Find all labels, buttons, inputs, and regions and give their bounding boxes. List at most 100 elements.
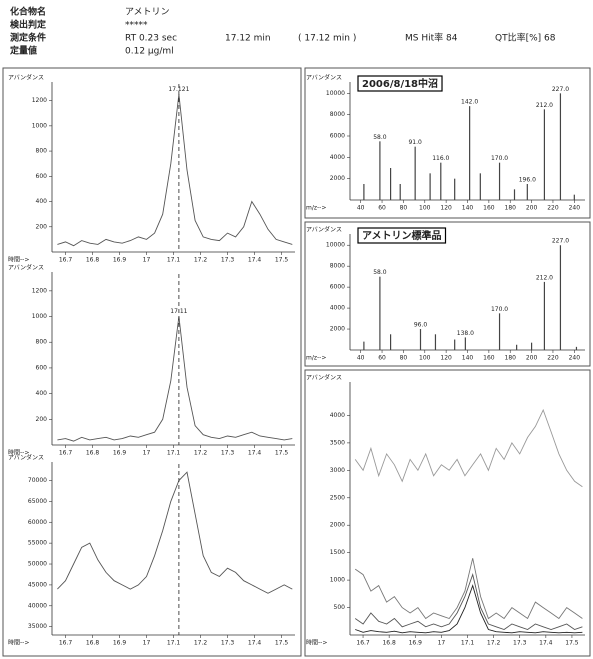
y-tick-label: 10000	[326, 242, 345, 249]
y-tick-label: 45000	[28, 581, 47, 588]
y-tick-label: 4000	[330, 305, 345, 312]
y-tick-label: 2000	[330, 175, 345, 182]
y-tick-label: 4000	[330, 412, 345, 419]
y-tick-label: 400	[36, 198, 48, 205]
x-tick-label: 17.3	[221, 257, 235, 264]
spectrum-panel	[304, 221, 591, 367]
x-tick-label: 17.2	[194, 640, 208, 647]
x-tick-label: 17.1	[461, 640, 475, 647]
y-tick-label: 40000	[28, 602, 47, 609]
peak-label: 58.0	[373, 269, 387, 276]
field-value: アメトリン	[125, 8, 170, 18]
y-tick-label: 2500	[330, 494, 345, 501]
x-tick-label: 80	[400, 205, 408, 212]
y-tick-label: 1500	[330, 549, 345, 556]
x-tick-label: 160	[483, 355, 495, 362]
x-tick-label: 17	[143, 257, 151, 264]
x-tick-label: 16.8	[86, 450, 100, 457]
y-axis-label: アバンダンス	[306, 374, 342, 382]
y-axis-label: アバンダンス	[8, 264, 44, 272]
x-tick-label: 60	[378, 355, 386, 362]
y-tick-label: 4000	[330, 154, 345, 161]
peak-label: 170.0	[491, 155, 508, 162]
chromatogram-line	[57, 471, 293, 594]
x-tick-label: 17.5	[275, 640, 289, 647]
x-axis-label: 時間-->	[306, 639, 327, 647]
spectrum-panel	[304, 67, 591, 219]
x-tick-label: 16.9	[113, 450, 127, 457]
y-tick-label: 6000	[330, 133, 345, 140]
peak-label: 212.0	[536, 102, 553, 109]
x-tick-label: 16.8	[382, 640, 396, 647]
x-tick-label: 17.1	[167, 257, 181, 264]
x-tick-label: 160	[483, 205, 495, 212]
y-tick-label: 200	[36, 416, 48, 423]
peak-label: 17.121	[168, 86, 189, 93]
x-tick-label: 80	[400, 355, 408, 362]
y-tick-label: 500	[334, 604, 346, 611]
x-tick-label: 17.2	[194, 257, 208, 264]
field-value: ( 17.12 min )	[298, 34, 356, 44]
x-tick-label: 17.2	[194, 450, 208, 457]
y-tick-label: 3500	[330, 439, 345, 446]
peak-label: 212.0	[536, 274, 553, 281]
peak-label: 142.0	[461, 99, 478, 106]
x-tick-label: 100	[419, 355, 431, 362]
y-tick-label: 70000	[28, 477, 47, 484]
x-tick-label: 200	[526, 205, 538, 212]
x-tick-label: 240	[569, 205, 581, 212]
x-tick-label: 240	[569, 355, 581, 362]
y-tick-label: 3000	[330, 467, 345, 474]
x-tick-label: 17	[143, 450, 151, 457]
x-tick-label: 16.7	[59, 257, 73, 264]
x-tick-label: 17	[143, 640, 151, 647]
chromatogram-line	[355, 584, 583, 634]
y-tick-label: 600	[36, 173, 48, 180]
x-axis-label: 時間-->	[8, 449, 29, 457]
x-tick-label: 17.4	[248, 450, 262, 457]
x-tick-label: 16.7	[59, 640, 73, 647]
x-tick-label: 17	[438, 640, 446, 647]
x-tick-label: 40	[357, 205, 365, 212]
y-axis-label: アバンダンス	[306, 74, 342, 82]
peak-label: 58.0	[373, 134, 387, 141]
x-tick-label: 120	[440, 205, 452, 212]
peak-label: 227.0	[552, 86, 569, 93]
x-axis-label: m/z-->	[306, 355, 326, 362]
x-tick-label: 140	[462, 205, 474, 212]
y-axis-label: アバンダンス	[8, 74, 44, 82]
x-tick-label: 16.9	[113, 640, 127, 647]
x-tick-label: 17.1	[167, 640, 181, 647]
peak-label: 91.0	[408, 139, 422, 146]
field-label: 検出判定	[10, 19, 47, 31]
y-tick-label: 8000	[330, 111, 345, 118]
y-tick-label: 800	[36, 339, 48, 346]
peak-label: 96.0	[414, 322, 428, 329]
field-value: MS Hit率 84	[405, 32, 458, 44]
y-tick-label: 1200	[32, 287, 47, 294]
chromatogram-line	[57, 94, 293, 247]
x-tick-label: 16.7	[356, 640, 370, 647]
x-tick-label: 120	[440, 355, 452, 362]
field-value: *****	[125, 21, 148, 31]
y-tick-label: 50000	[28, 561, 47, 568]
annotation: アメトリン標準品	[362, 229, 442, 242]
x-tick-label: 17.5	[275, 450, 289, 457]
x-tick-label: 220	[547, 205, 559, 212]
y-tick-label: 1000	[32, 122, 47, 129]
chromatogram-line	[354, 558, 583, 620]
left-panel	[2, 67, 302, 657]
field-value: 0.12 μg/ml	[125, 47, 174, 57]
x-axis-label: m/z-->	[306, 205, 326, 212]
y-tick-label: 8000	[330, 263, 345, 270]
peak-label: 116.0	[432, 155, 449, 162]
x-tick-label: 17.4	[248, 257, 262, 264]
peak-label: 170.0	[491, 306, 508, 313]
x-tick-label: 100	[419, 205, 431, 212]
y-axis-label: アバンダンス	[8, 454, 44, 462]
x-tick-label: 16.9	[409, 640, 423, 647]
x-tick-label: 17.4	[539, 640, 553, 647]
x-tick-label: 17.3	[513, 640, 527, 647]
chromatogram-line	[57, 316, 293, 442]
